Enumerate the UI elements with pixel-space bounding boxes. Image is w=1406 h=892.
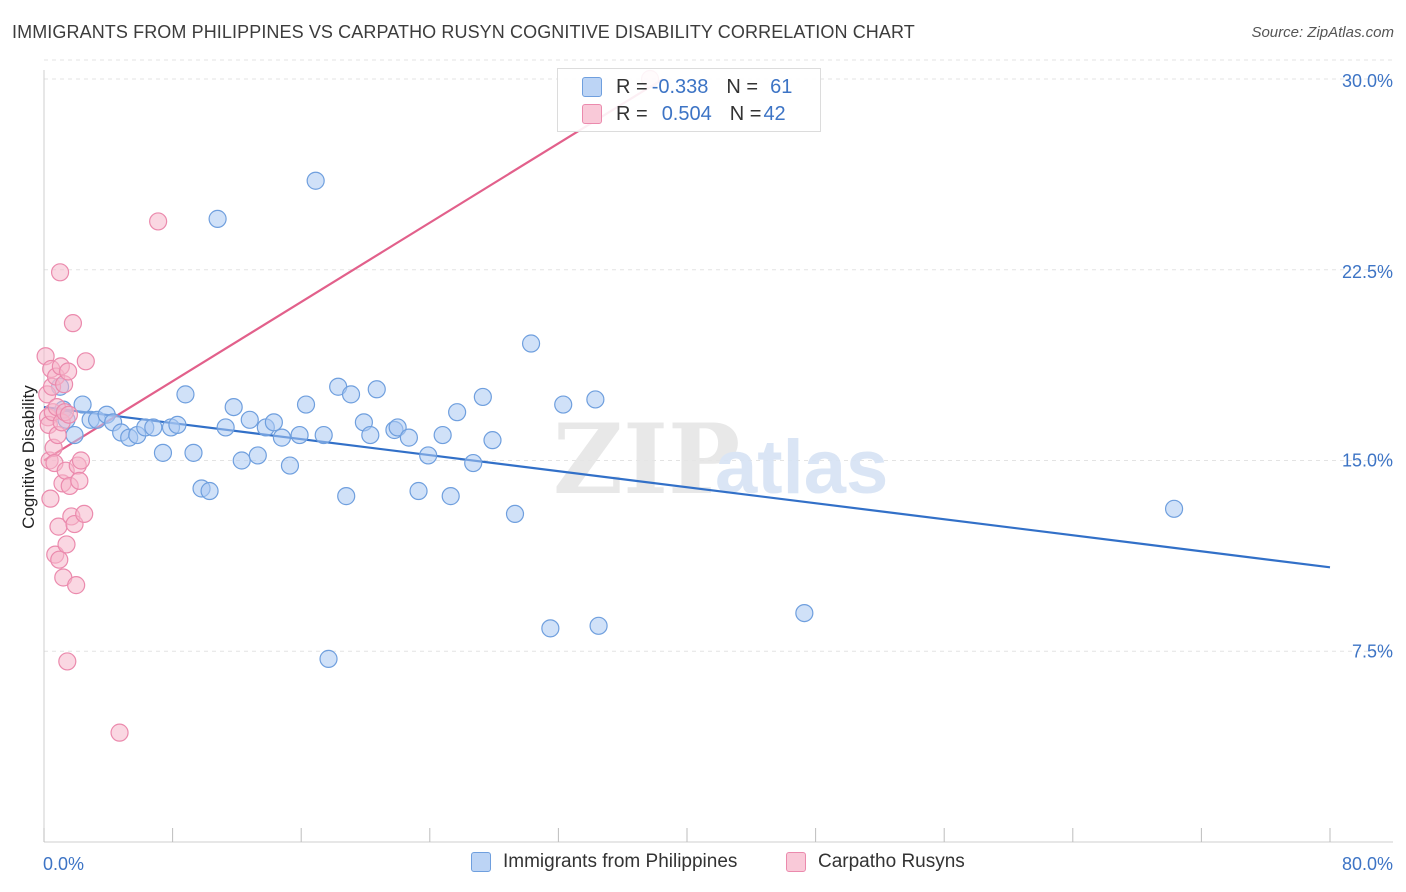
- point-1-31: [63, 314, 83, 333]
- chart-title: IMMIGRANTS FROM PHILIPPINES VS CARPATHO …: [12, 22, 915, 42]
- point-1-35: [70, 471, 89, 490]
- point-0-49: [448, 403, 467, 422]
- point-0-37: [337, 487, 356, 506]
- y-axis-label: Cognitive Disability: [19, 385, 38, 529]
- point-0-31: [290, 425, 309, 445]
- trend-line-0: [43, 405, 1331, 569]
- point-1-40: [149, 212, 168, 231]
- point-1-16: [50, 550, 69, 569]
- point-0-3: [65, 425, 84, 445]
- x-tick-label-min: 0.0%: [43, 854, 84, 874]
- point-0-34: [314, 425, 333, 445]
- point-0-50: [464, 453, 483, 473]
- y-tick-label-0: 7.5%: [1352, 641, 1393, 661]
- legend-row-carpatho: R = 0.504 N = 42: [582, 101, 786, 127]
- point-0-46: [419, 446, 438, 465]
- legend-n-value: 42: [763, 102, 786, 125]
- point-0-26: [248, 446, 267, 465]
- point-0-53: [505, 504, 525, 524]
- source-credit: Source: ZipAtlas.com: [1251, 24, 1394, 41]
- legend-swatch-philippines: [582, 77, 602, 97]
- point-1-39: [110, 723, 129, 742]
- point-1-36: [71, 451, 91, 470]
- legend-r-value: 0.504: [661, 102, 712, 125]
- point-0-17: [176, 385, 195, 404]
- legend-r-label: R =: [616, 102, 648, 125]
- point-0-41: [367, 380, 386, 399]
- correlation-legend: R = -0.338 N = 61 R = 0.504 N = 42: [557, 68, 821, 132]
- point-0-25: [240, 410, 259, 429]
- point-0-28: [264, 413, 283, 432]
- point-0-59: [795, 603, 814, 623]
- point-0-57: [586, 390, 605, 409]
- trend-lines: [43, 78, 1331, 569]
- point-0-16: [168, 415, 187, 434]
- point-1-17: [50, 263, 70, 282]
- series-legend-label: Carpatho Rusyns: [818, 851, 965, 872]
- point-0-56: [554, 395, 573, 414]
- trend-line-1: [43, 78, 664, 462]
- point-0-48: [441, 487, 460, 506]
- point-0-18: [184, 443, 203, 462]
- point-1-25: [57, 535, 76, 554]
- point-0-40: [361, 425, 380, 445]
- point-0-35: [319, 649, 338, 668]
- y-tick-label-3: 30.0%: [1342, 71, 1393, 91]
- point-0-38: [341, 385, 361, 404]
- point-0-21: [208, 209, 227, 228]
- legend-row-philippines: R = -0.338 N = 61: [582, 74, 792, 100]
- point-0-55: [541, 619, 560, 638]
- data-points: [36, 69, 1184, 742]
- point-0-32: [296, 395, 316, 414]
- point-0-51: [473, 387, 492, 407]
- legend-r-value: -0.338: [651, 75, 709, 98]
- watermark: ZIP atlas: [553, 403, 888, 516]
- point-0-33: [306, 171, 325, 190]
- legend-r-label: R =: [616, 75, 648, 98]
- point-1-33: [67, 576, 86, 595]
- point-0-47: [433, 425, 452, 445]
- watermark-atlas: atlas: [715, 425, 888, 510]
- series-legend-philippines: Immigrants from Philippines: [471, 851, 737, 873]
- point-1-28: [59, 405, 79, 424]
- series-legend: Immigrants from Philippines Carpatho Rus…: [0, 851, 1406, 877]
- point-0-60: [1164, 499, 1184, 518]
- legend-n-value: 61: [770, 75, 793, 98]
- point-0-52: [483, 431, 502, 450]
- point-0-58: [589, 616, 608, 635]
- point-0-13: [144, 418, 163, 437]
- series-legend-label: Immigrants from Philippines: [503, 851, 738, 872]
- point-0-29: [272, 428, 292, 447]
- point-0-24: [232, 451, 251, 470]
- point-0-30: [280, 456, 300, 475]
- point-0-45: [409, 481, 428, 501]
- point-0-20: [200, 481, 219, 501]
- legend-n-label: N =: [729, 102, 762, 125]
- point-0-43: [388, 418, 407, 437]
- point-0-54: [521, 334, 541, 353]
- x-tick-label-max: 80.0%: [1342, 854, 1393, 874]
- watermark-zip: ZIP: [553, 403, 740, 516]
- point-0-4: [73, 395, 92, 414]
- point-0-22: [216, 418, 235, 437]
- point-1-27: [59, 362, 78, 381]
- legend-swatch-carpatho: [582, 104, 602, 124]
- point-1-37: [75, 504, 94, 524]
- series-swatch-carpatho: [786, 852, 806, 872]
- point-0-44: [399, 428, 419, 447]
- series-swatch-philippines: [471, 852, 491, 872]
- legend-n-label: N =: [726, 75, 759, 98]
- point-1-38: [76, 352, 95, 371]
- y-tick-label-1: 15.0%: [1342, 451, 1393, 471]
- y-tick-labels: 7.5% 15.0% 22.5% 30.0%: [1342, 71, 1393, 661]
- point-1-26: [58, 652, 77, 671]
- point-0-23: [224, 397, 243, 417]
- grid-lines: [44, 59, 1393, 652]
- y-tick-label-2: 22.5%: [1342, 262, 1393, 282]
- point-1-5: [41, 489, 60, 508]
- point-0-14: [153, 443, 173, 462]
- series-legend-carpatho: Carpatho Rusyns: [786, 851, 965, 873]
